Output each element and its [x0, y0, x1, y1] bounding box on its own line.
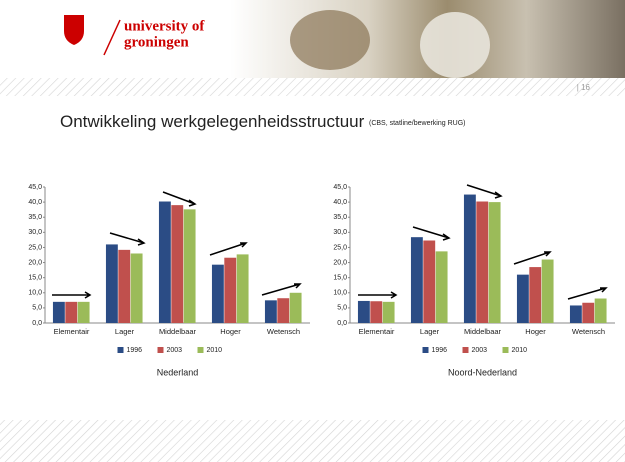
title-source: (CBS, statline/bewerking RUG) [369, 120, 465, 127]
y-tick-label: 30,0 [28, 229, 42, 236]
legend-swatch [463, 347, 469, 353]
bar [358, 301, 370, 323]
x-tick-label: Elementair [54, 327, 90, 336]
bar [529, 267, 541, 323]
y-tick-label: 10,0 [28, 290, 42, 297]
y-tick-label: 15,0 [28, 275, 42, 282]
y-tick-label: 15,0 [333, 275, 347, 282]
bar [265, 300, 277, 323]
x-tick-label: Wetensch [572, 327, 605, 336]
y-tick-label: 5,0 [337, 305, 347, 312]
y-tick-label: 0,0 [337, 320, 347, 327]
y-tick-label: 0,0 [32, 320, 42, 327]
bar [159, 202, 171, 323]
bar [212, 265, 224, 323]
bar [570, 305, 582, 323]
legend-label: 1996 [127, 347, 143, 354]
y-tick-label: 5,0 [32, 305, 42, 312]
bar [237, 254, 249, 323]
x-tick-label: Lager [115, 327, 135, 336]
photo-people [290, 10, 370, 70]
y-tick-label: 35,0 [333, 214, 347, 221]
legend-swatch [198, 347, 204, 353]
x-tick-label: Hoger [220, 327, 241, 336]
photo-people [420, 12, 490, 78]
hatch-band [0, 78, 625, 96]
bar [582, 303, 594, 323]
bar [383, 302, 395, 323]
legend-label: 1996 [432, 347, 448, 354]
bar [436, 251, 448, 323]
x-tick-label: Middelbaar [464, 327, 502, 336]
y-tick-label: 45,0 [333, 184, 347, 191]
legend-label: 2010 [512, 347, 528, 354]
bar [118, 250, 130, 323]
x-tick-label: Wetensch [267, 327, 300, 336]
x-tick-label: Hoger [525, 327, 546, 336]
y-tick-label: 20,0 [333, 259, 347, 266]
logo-text: university of [124, 18, 205, 34]
title-main: Ontwikkeling werkgelegenheidsstructuur [60, 112, 365, 131]
bar [595, 299, 607, 323]
x-tick-label: Lager [420, 327, 440, 336]
bar [106, 244, 118, 323]
chart-caption: Noord-Nederland [448, 367, 517, 377]
hatch-band [0, 420, 625, 462]
bar [370, 301, 382, 323]
bar [517, 275, 529, 323]
x-tick-label: Middelbaar [159, 327, 197, 336]
bar [489, 202, 501, 323]
legend-swatch [423, 347, 429, 353]
legend-label: 2003 [472, 347, 488, 354]
bar [78, 302, 90, 323]
bar [65, 302, 77, 323]
y-tick-label: 30,0 [333, 229, 347, 236]
legend-label: 2003 [167, 347, 183, 354]
y-tick-label: 25,0 [28, 244, 42, 251]
bar [53, 302, 65, 323]
x-tick-label: Elementair [359, 327, 395, 336]
y-tick-label: 40,0 [333, 199, 347, 206]
y-tick-label: 20,0 [28, 259, 42, 266]
bar [464, 195, 476, 323]
y-tick-label: 25,0 [333, 244, 347, 251]
bar [131, 253, 143, 323]
bar [277, 298, 289, 323]
legend-swatch [158, 347, 164, 353]
page-number: | 16 [577, 83, 591, 92]
bar [290, 293, 302, 323]
bar [184, 209, 196, 323]
logo-text: groningen [124, 34, 189, 50]
chart-caption: Nederland [157, 367, 199, 377]
bar [171, 205, 183, 323]
slide: university of groningen | 16 Ontwikkelin… [0, 0, 625, 462]
legend-swatch [118, 347, 124, 353]
bar [411, 237, 423, 323]
y-tick-label: 40,0 [28, 199, 42, 206]
y-tick-label: 10,0 [333, 290, 347, 297]
bar [423, 240, 435, 323]
bar [224, 258, 236, 323]
legend-label: 2010 [207, 347, 223, 354]
legend-swatch [503, 347, 509, 353]
y-tick-label: 35,0 [28, 214, 42, 221]
bar [476, 202, 488, 323]
y-tick-label: 45,0 [28, 184, 42, 191]
bar [542, 260, 554, 323]
